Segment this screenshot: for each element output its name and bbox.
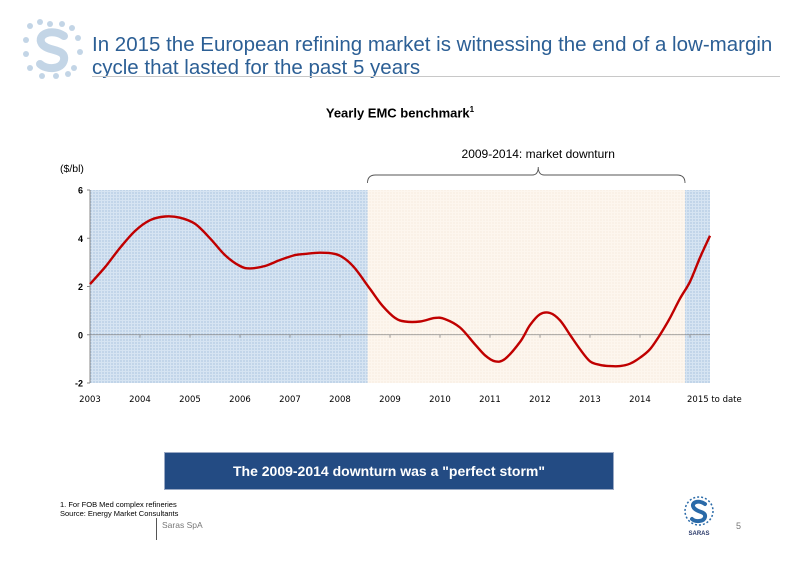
chart-title: Yearly EMC benchmark1 — [0, 105, 800, 120]
saras-logo-small-icon: SARAS — [684, 496, 714, 537]
x-tick-label: 2014 — [629, 395, 651, 405]
shaded-period-0 — [90, 190, 368, 383]
title-divider — [92, 76, 780, 77]
y-tick-label: 4 — [78, 234, 83, 244]
downturn-annotation: 2009-2014: market downturn — [462, 147, 615, 161]
footer-divider — [156, 518, 157, 540]
x-tick-label: 2013 — [579, 395, 601, 405]
shaded-period-2 — [685, 190, 710, 383]
downturn-brace — [367, 166, 686, 184]
y-tick-label: 2 — [78, 282, 83, 292]
y-tick-label: 6 — [78, 186, 83, 196]
y-axis-label: ($/bl) — [60, 163, 84, 175]
x-tick-label: 2005 — [179, 395, 201, 405]
footnotes: 1. For FOB Med complex refineries Source… — [60, 500, 178, 518]
saras-logo-icon — [23, 19, 83, 79]
chart-title-text: Yearly EMC benchmark — [325, 105, 470, 121]
x-tick-label: 2003 — [79, 395, 101, 405]
emc-series-line — [89, 215, 712, 368]
y-tick-label: -2 — [75, 379, 83, 389]
x-tick-label: 2009 — [379, 395, 401, 405]
x-tick-label: 2012 — [529, 395, 551, 405]
footnote-1: 1. For FOB Med complex refineries — [60, 500, 177, 509]
saras-logo-text: SARAS — [688, 531, 709, 537]
chart-title-footnote-mark: 1 — [469, 105, 475, 114]
emc-line-chart: -2 0 2 4 6 ($/bl) 2003 2004 2005 2006 2007 2008 2009… — [60, 147, 742, 405]
page-number: 5 — [736, 521, 742, 531]
conclusion-banner-text: The 2009-2014 downturn was a "perfect st… — [232, 463, 546, 479]
x-tick-label: 2006 — [229, 395, 251, 405]
x-tick-label: 2015 to date — [687, 395, 742, 405]
shaded-period-1 — [367, 190, 685, 383]
x-tick-label: 2004 — [129, 395, 151, 405]
page-title: In 2015 the European refining market is … — [92, 33, 773, 79]
conclusion-banner: The 2009-2014 downturn was a "perfect st… — [164, 452, 614, 490]
x-tick-label: 2011 — [479, 395, 501, 405]
x-tick-label: 2007 — [279, 395, 301, 405]
x-tick-label: 2010 — [429, 395, 451, 405]
source-note: Source: Energy Market Consultants — [60, 509, 179, 518]
x-tick-label: 2008 — [329, 395, 351, 405]
company-name: Saras SpA — [162, 520, 203, 530]
y-tick-label: 0 — [78, 330, 83, 340]
